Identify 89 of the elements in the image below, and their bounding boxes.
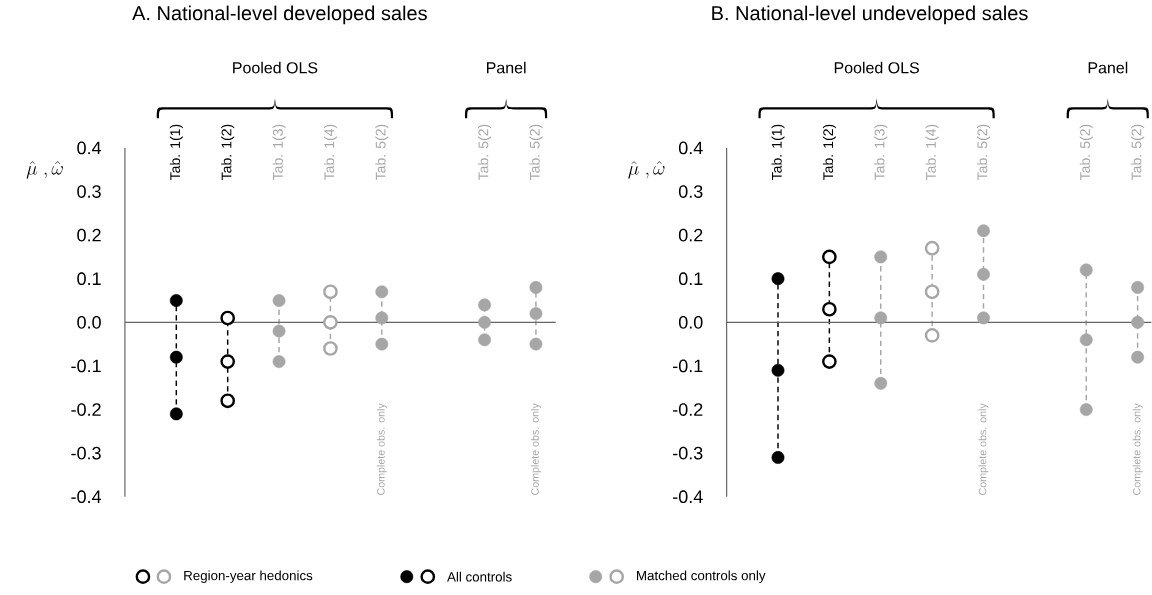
point: [169, 294, 183, 308]
text: Panel: [487, 61, 526, 74]
text: Pooled OLS: [233, 61, 318, 74]
point: [375, 285, 389, 299]
point: [977, 268, 990, 281]
point: [272, 324, 286, 338]
point: [323, 284, 338, 300]
x-tick-label: Tab. 5(2): [1079, 124, 1093, 181]
chart-title: B. National-level undeveloped sales: [712, 5, 1028, 25]
point: [169, 407, 183, 421]
point: [1079, 403, 1093, 417]
point: [771, 272, 785, 286]
point: [874, 250, 888, 264]
point: [1131, 350, 1145, 364]
point: [1131, 281, 1145, 294]
text: Pooled OLS: [834, 61, 919, 74]
point: [822, 302, 837, 317]
point: [478, 298, 491, 312]
point: [874, 377, 888, 390]
x-tick-label: Tab. 5(2): [375, 124, 389, 181]
y-tick-label: -0.3: [673, 446, 703, 460]
y-tick-label: -0.1: [71, 359, 101, 373]
y-tick-label: 0.4: [77, 141, 102, 155]
y-tick-label: 0.2: [678, 228, 703, 242]
y-tick-label: -0.4: [673, 490, 703, 504]
text: Matched controls only: [637, 570, 766, 584]
y-tick-label: 0.1: [77, 272, 101, 286]
point: [272, 294, 286, 308]
x-tick-label: Tab. 5(2): [529, 124, 543, 181]
x-tick-label: Tab. 1(1): [169, 124, 183, 181]
x-tick-label: Tab. 1(2): [822, 124, 836, 181]
x-tick-label: Tab. 1(4): [925, 124, 939, 181]
x-tick-label: Tab. 1(4): [323, 124, 337, 181]
x-tick-label: Tab. 1(3): [272, 124, 286, 181]
point: [771, 451, 785, 465]
point: [1079, 263, 1093, 277]
point: [924, 328, 940, 343]
point: [478, 333, 491, 347]
y-tick-label: 0.1: [678, 272, 703, 286]
point: [220, 354, 236, 370]
point: [323, 315, 338, 330]
y-axis-title: $\hat{\mu}\ ,\hat{\omega}$: [26, 161, 63, 179]
y-tick-label: 0.4: [678, 141, 703, 155]
y-tick-label: 0.0: [678, 316, 703, 329]
annotation: Complete obs. only: [1132, 403, 1143, 496]
text: All controls: [447, 571, 512, 582]
annotation: Complete obs. only: [376, 403, 387, 496]
y-tick-label: -0.2: [673, 403, 703, 417]
point: [272, 355, 286, 369]
point: [478, 316, 491, 329]
point: [924, 284, 940, 300]
y-tick-label: -0.4: [71, 490, 102, 504]
y-tick-label: -0.1: [673, 359, 703, 373]
point: [375, 337, 389, 351]
point: [977, 224, 990, 238]
chart-title: A. National-level developed sales: [132, 5, 427, 25]
point: [529, 337, 543, 351]
point: [1079, 333, 1093, 347]
y-tick-label: 0.3: [77, 185, 101, 199]
point: [375, 311, 389, 325]
y-axis-title: $\hat{\mu}\ ,\hat{\omega}$: [628, 161, 665, 179]
point: [529, 307, 543, 321]
y-tick-label: 0.2: [77, 228, 101, 242]
x-tick-label: Tab. 5(2): [976, 124, 991, 181]
point: [169, 350, 183, 364]
y-tick-label: -0.3: [71, 446, 101, 460]
point: [529, 281, 543, 294]
x-tick-label: Tab. 1(1): [771, 124, 785, 181]
point: [220, 393, 236, 409]
point: [771, 364, 785, 377]
x-tick-label: Tab. 5(2): [478, 124, 492, 181]
x-tick-label: Tab. 5(2): [1131, 124, 1145, 181]
annotation: Complete obs. only: [978, 403, 989, 496]
x-tick-label: Tab. 1(3): [874, 124, 888, 181]
text: Panel: [1088, 61, 1128, 74]
y-tick-label: 0.3: [678, 185, 703, 199]
point: [924, 241, 940, 256]
x-tick-label: Tab. 1(2): [221, 124, 235, 181]
point: [874, 311, 888, 325]
point: [323, 341, 338, 356]
point: [822, 249, 837, 265]
y-tick-label: 0.0: [77, 316, 101, 329]
annotation: Complete obs. only: [530, 403, 541, 496]
point: [822, 354, 837, 370]
y-tick-label: -0.2: [71, 403, 101, 417]
point: [220, 310, 236, 326]
point: [1131, 316, 1145, 329]
point: [977, 311, 990, 325]
text: Region-year hedonics: [184, 570, 313, 584]
